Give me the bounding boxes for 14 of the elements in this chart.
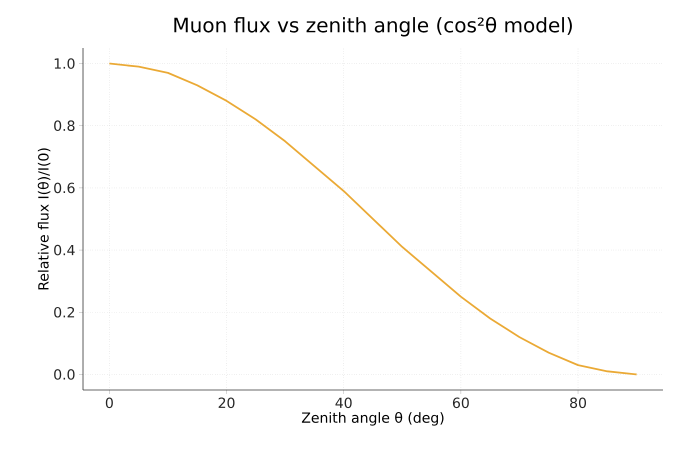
x-tick-label: 40 <box>335 398 352 408</box>
chart-title: Muon flux vs zenith angle (cos²θ model) <box>174 16 572 36</box>
x-tick-label: 80 <box>570 398 586 408</box>
y-tick-label: 0.8 <box>54 120 75 132</box>
y-tick-label: 0.0 <box>54 369 75 380</box>
x-tick-label: 60 <box>452 398 469 408</box>
x-tick-label: 0 <box>106 398 113 408</box>
x-axis-title: Zenith angle θ (deg) <box>302 412 444 426</box>
y-tick-label: 0.4 <box>54 244 75 256</box>
y-tick-label: 0.2 <box>54 306 74 318</box>
y-axis-title: Relative flux I(θ)/I(0) <box>38 148 50 290</box>
x-tick-label: 20 <box>218 398 235 408</box>
y-tick-label: 1.0 <box>54 58 75 69</box>
y-tick-label: 0.6 <box>54 182 75 194</box>
